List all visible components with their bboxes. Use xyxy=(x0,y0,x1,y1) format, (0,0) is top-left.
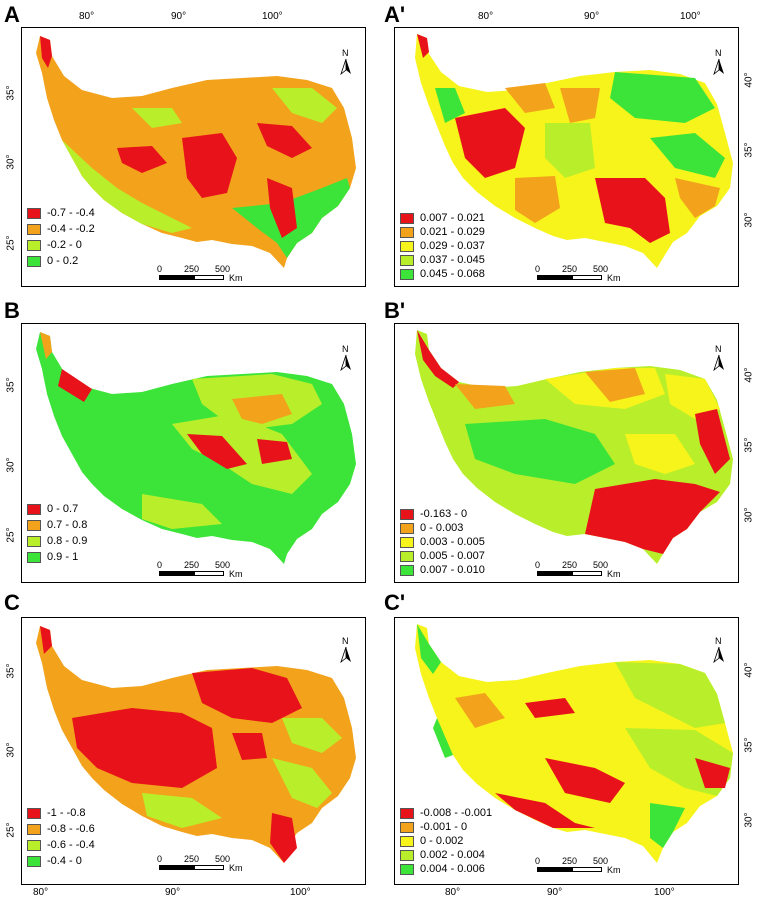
latitude-label: 40° xyxy=(743,367,755,383)
legend-label: 0.002 - 0.004 xyxy=(420,849,485,861)
latitude-label: 35° xyxy=(5,377,17,393)
legend-label: 0.037 - 0.045 xyxy=(420,254,485,266)
longitude-label: 90° xyxy=(171,11,187,22)
scale-unit: Km xyxy=(229,273,243,283)
scale-bar: 0 250 500 Km xyxy=(157,264,267,284)
legend-label: -0.2 - 0 xyxy=(47,239,82,251)
longitude-label: 100° xyxy=(680,11,701,22)
scale-bar: 0 250 500 Km xyxy=(535,856,621,875)
longitude-label: 100° xyxy=(654,887,675,898)
plateau-map xyxy=(415,34,733,268)
legend-label: 0.7 - 0.8 xyxy=(47,519,88,531)
legend-label: -0.001 - 0 xyxy=(420,821,468,833)
scale-bar: 0 250 500 Km xyxy=(535,264,621,283)
legend-label: 0.029 - 0.037 xyxy=(420,240,485,252)
legend-label: -1 - -0.8 xyxy=(47,807,86,819)
legend-label: -0.4 - 0 xyxy=(47,855,82,867)
legend-swatch xyxy=(27,224,41,235)
plateau-map xyxy=(36,332,356,564)
longitude-label: 100° xyxy=(262,11,283,22)
legend-label: 0.007 - 0.021 xyxy=(420,212,485,224)
map-frame: 0 - 0.7 0.7 - 0.8 0.8 - 0.9 0.9 - 1 0 25… xyxy=(21,323,366,583)
latitude-label: 25° xyxy=(5,235,17,251)
legend-label: -0.8 - -0.6 xyxy=(47,823,95,835)
legend-label: 0.007 - 0.010 xyxy=(420,564,485,576)
longitude-label: 80° xyxy=(33,887,49,898)
plateau-map xyxy=(415,330,733,564)
legend-label: 0 - 0.7 xyxy=(47,503,79,515)
map-frame: -1 - -0.8 -0.8 - -0.6 -0.6 - -0.4 -0.4 -… xyxy=(21,617,366,885)
legend-label: -0.163 - 0 xyxy=(420,508,468,520)
north-arrow-icon: N xyxy=(710,636,728,664)
latitude-label: 35° xyxy=(5,85,17,101)
latitude-label: 30° xyxy=(5,457,17,473)
latitude-label: 40° xyxy=(743,72,755,88)
legend-label: 0 - 0.003 xyxy=(420,522,464,534)
latitude-label: 35° xyxy=(743,437,755,453)
latitude-label: 30° xyxy=(743,507,755,523)
north-arrow-icon: N xyxy=(710,344,728,372)
longitude-label: 100° xyxy=(290,887,311,898)
legend-label: 0.021 - 0.029 xyxy=(420,226,485,238)
north-arrow-icon: N xyxy=(710,48,728,76)
legend-label: -0.7 - -0.4 xyxy=(47,207,95,219)
latitude-label: 40° xyxy=(743,662,755,678)
panel-letter: A' xyxy=(384,2,406,27)
longitude-label: 90° xyxy=(584,11,600,22)
plateau-map xyxy=(36,36,356,268)
north-arrow-icon: N xyxy=(337,344,355,372)
scale-bar: 0 250 500 Km xyxy=(535,560,621,579)
plateau-map xyxy=(415,624,733,863)
latitude-label: 35° xyxy=(5,663,17,679)
scale-label: 0 xyxy=(157,264,163,274)
map-frame: -0.7 - -0.4 -0.4 - -0.2 -0.2 - 0 0 - 0.2… xyxy=(21,27,366,287)
legend-label: -0.4 - -0.2 xyxy=(47,223,95,235)
legend-label: 0.004 - 0.006 xyxy=(420,863,485,875)
panel-letter: C' xyxy=(384,590,406,615)
legend-label: -0.6 - -0.4 xyxy=(47,839,95,851)
legend-label: 0.8 - 0.9 xyxy=(47,535,88,547)
longitude-label: 90° xyxy=(165,887,181,898)
legend-label: 0.003 - 0.005 xyxy=(420,536,485,548)
panel-letter: A xyxy=(4,2,20,27)
plateau-map xyxy=(36,626,356,863)
legend-label: 0 - 0.2 xyxy=(47,255,79,267)
panel-letter: B xyxy=(4,298,20,323)
latitude-label: 25° xyxy=(5,527,17,543)
longitude-label: 80° xyxy=(79,11,95,22)
scale-bar: 0 250 500 Km xyxy=(157,560,243,579)
scale-label: 500 xyxy=(215,264,231,274)
scale-label: 250 xyxy=(184,264,200,274)
latitude-label: 35° xyxy=(743,737,755,753)
legend-swatch xyxy=(27,256,41,267)
legend-swatch xyxy=(27,208,41,219)
longitude-label: 80° xyxy=(478,11,494,22)
legend-swatch xyxy=(27,240,41,251)
scale-bar: 0 250 500 Km xyxy=(157,854,243,873)
latitude-label: 30° xyxy=(743,212,755,228)
longitude-label: 90° xyxy=(547,887,563,898)
legend-label: 0.005 - 0.007 xyxy=(420,550,485,562)
latitude-label: 30° xyxy=(743,812,755,828)
legend-label: 0 - 0.002 xyxy=(420,835,464,847)
north-arrow-icon: N xyxy=(337,636,355,664)
map-frame: 0.007 - 0.021 0.021 - 0.029 0.029 - 0.03… xyxy=(394,27,739,287)
legend-label: -0.008 - -0.001 xyxy=(420,807,493,819)
latitude-label: 35° xyxy=(743,142,755,158)
legend-label: 0.9 - 1 xyxy=(47,551,79,563)
map-frame: -0.163 - 0 0 - 0.003 0.003 - 0.005 0.005… xyxy=(394,323,739,583)
latitude-label: 30° xyxy=(5,742,17,758)
panel-letter: B' xyxy=(384,298,406,323)
legend-label: 0.045 - 0.068 xyxy=(420,268,485,280)
latitude-label: 25° xyxy=(5,822,17,838)
map-frame: -0.008 - -0.001 -0.001 - 0 0 - 0.002 0.0… xyxy=(394,617,739,885)
latitude-label: 30° xyxy=(5,154,17,170)
longitude-label: 80° xyxy=(445,887,461,898)
north-arrow-icon: N xyxy=(337,48,355,76)
panel-letter: C xyxy=(4,590,20,615)
